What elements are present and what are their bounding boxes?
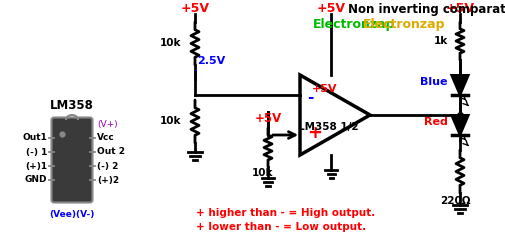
Text: (-) 2: (-) 2 [97, 162, 118, 170]
Text: (Vee)(V-): (Vee)(V-) [49, 210, 94, 219]
Text: +5V: +5V [316, 2, 345, 15]
Text: Red: Red [423, 117, 447, 127]
Text: +: + [307, 124, 321, 142]
Text: 10k: 10k [159, 116, 181, 126]
Polygon shape [451, 75, 467, 95]
Text: + higher than - = High output.: + higher than - = High output. [195, 208, 375, 218]
Text: GND: GND [24, 176, 47, 185]
Text: (V+): (V+) [97, 120, 117, 128]
Text: 10k: 10k [159, 38, 181, 48]
Text: (-) 1: (-) 1 [26, 147, 47, 157]
Text: 220Ω: 220Ω [439, 196, 469, 206]
Text: +5V: +5V [312, 84, 337, 94]
Text: Blue: Blue [420, 77, 447, 87]
Text: +5V: +5V [444, 2, 474, 15]
Text: (+)2: (+)2 [97, 176, 119, 185]
Text: LM358 1/2: LM358 1/2 [297, 122, 358, 132]
Text: 2.5V: 2.5V [196, 56, 225, 66]
Text: Electronzap: Electronzap [313, 18, 395, 31]
Text: + lower than - = Low output.: + lower than - = Low output. [195, 222, 366, 232]
Text: 1k: 1k [433, 36, 447, 46]
Text: +5V: +5V [254, 111, 281, 124]
Text: +5V: +5V [180, 2, 209, 15]
FancyBboxPatch shape [52, 118, 92, 203]
Text: Vcc: Vcc [97, 133, 115, 143]
Polygon shape [451, 115, 467, 135]
Text: Non inverting comparator: Non inverting comparator [347, 3, 505, 16]
Text: Out1: Out1 [22, 133, 47, 143]
Text: LM358: LM358 [50, 99, 94, 112]
Text: 10k: 10k [252, 168, 273, 178]
Text: -: - [307, 89, 313, 104]
Text: Out 2: Out 2 [97, 147, 125, 157]
Text: (+)1: (+)1 [25, 162, 47, 170]
Text: Electronzap: Electronzap [362, 18, 444, 31]
